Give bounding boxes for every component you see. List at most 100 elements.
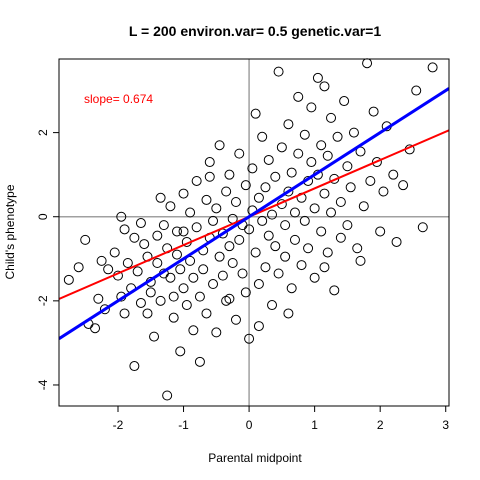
scatter-point xyxy=(129,232,140,243)
scatter-point xyxy=(211,203,222,214)
slope-annotation: slope= 0.674 xyxy=(84,92,153,106)
scatter-point xyxy=(276,142,287,153)
scatter-point xyxy=(214,140,225,151)
scatter-point xyxy=(257,131,268,142)
identity-line xyxy=(59,87,449,340)
scatter-point xyxy=(204,157,215,168)
x-axis: -2 -1 0 1 2 3 xyxy=(113,406,449,432)
scatter-point xyxy=(247,163,258,174)
scatter-point xyxy=(178,188,189,199)
x-tick-label: 3 xyxy=(442,418,449,432)
scatter-point xyxy=(132,266,143,277)
scatter-point xyxy=(253,192,264,203)
data-points xyxy=(63,58,438,401)
scatter-point xyxy=(319,262,330,273)
scatter-point xyxy=(230,314,241,325)
scatter-point xyxy=(145,287,156,298)
scatter-point xyxy=(326,112,337,123)
scatter-point xyxy=(155,295,166,306)
scatter-point xyxy=(240,180,251,191)
scatter-point xyxy=(280,251,291,262)
scatter-point xyxy=(171,249,182,260)
scatter-point xyxy=(335,197,346,208)
scatter-point xyxy=(273,66,284,77)
scatter-point xyxy=(155,192,166,203)
scatter-point xyxy=(188,272,199,283)
scatter-point xyxy=(149,331,160,342)
scatter-point xyxy=(417,222,428,233)
scatter-point xyxy=(309,272,320,283)
scatter-point xyxy=(135,297,146,308)
scatter-point xyxy=(90,323,101,334)
scatter-point xyxy=(201,308,212,319)
scatter-point xyxy=(427,62,438,73)
scatter-point xyxy=(224,293,235,304)
scatter-point xyxy=(342,161,353,172)
scatter-point xyxy=(289,234,300,245)
scatter-point xyxy=(191,222,202,233)
scatter-point xyxy=(162,390,173,401)
scatter-point xyxy=(244,333,255,344)
scatter-point xyxy=(286,283,297,294)
scatter-point xyxy=(368,106,379,117)
scatter-point xyxy=(306,157,317,168)
scatter-point xyxy=(299,215,310,226)
scatter-point xyxy=(230,197,241,208)
scatter-point xyxy=(135,218,146,229)
scatter-point xyxy=(194,356,205,367)
scatter-point xyxy=(152,230,163,241)
scatter-point xyxy=(185,255,196,266)
y-tick-label: 2 xyxy=(36,129,50,136)
scatter-point xyxy=(293,91,304,102)
scatter-point xyxy=(273,268,284,279)
scatter-point xyxy=(267,209,278,220)
x-tick-label: 0 xyxy=(246,418,253,432)
scatter-point xyxy=(253,279,264,290)
scatter-point xyxy=(224,241,235,252)
scatter-point xyxy=(178,226,189,237)
scatter-point xyxy=(175,264,186,275)
scatter-point xyxy=(168,312,179,323)
scatter-point xyxy=(201,194,212,205)
scatter-point xyxy=(171,226,182,237)
scatter-point xyxy=(221,295,232,306)
scatter-point xyxy=(93,293,104,304)
scatter-point xyxy=(293,148,304,159)
scatter-point xyxy=(194,291,205,302)
scatter-point xyxy=(316,226,327,237)
scatter-point xyxy=(358,201,369,212)
scatter-point xyxy=(391,236,402,247)
scatter-point xyxy=(283,186,294,197)
scatter-point xyxy=(178,283,189,294)
scatter-point xyxy=(103,264,114,275)
scatter-point xyxy=(237,268,248,279)
scatter-point xyxy=(244,224,255,235)
scatter-point xyxy=(375,226,386,237)
scatter-point xyxy=(181,300,192,311)
scatter-point xyxy=(139,239,150,250)
scatter-point xyxy=(326,207,337,218)
scatter-point xyxy=(267,300,278,311)
scatter-point xyxy=(188,325,199,336)
scatter-point xyxy=(352,243,363,254)
scatter-point xyxy=(283,308,294,319)
scatter-point xyxy=(158,220,169,231)
scatter-point xyxy=(224,169,235,180)
scatter-point xyxy=(355,255,366,266)
scatter-point xyxy=(316,140,327,151)
scatter-point xyxy=(411,85,422,96)
y-axis-label: Child's phenotype xyxy=(3,184,17,279)
plot-frame xyxy=(58,58,450,407)
scatter-point xyxy=(191,175,202,186)
scatter-point xyxy=(263,154,274,165)
fit-lines xyxy=(59,87,449,340)
y-tick-label: 0 xyxy=(36,213,50,220)
scatter-point xyxy=(109,247,120,258)
scatter-point xyxy=(227,257,238,268)
scatter-point xyxy=(208,215,219,226)
scatter-point xyxy=(263,230,274,241)
scatter-point xyxy=(270,171,281,182)
scatter-point xyxy=(339,96,350,107)
chart-title: L = 200 environ.var= 0.5 genetic.var=1 xyxy=(129,23,381,39)
